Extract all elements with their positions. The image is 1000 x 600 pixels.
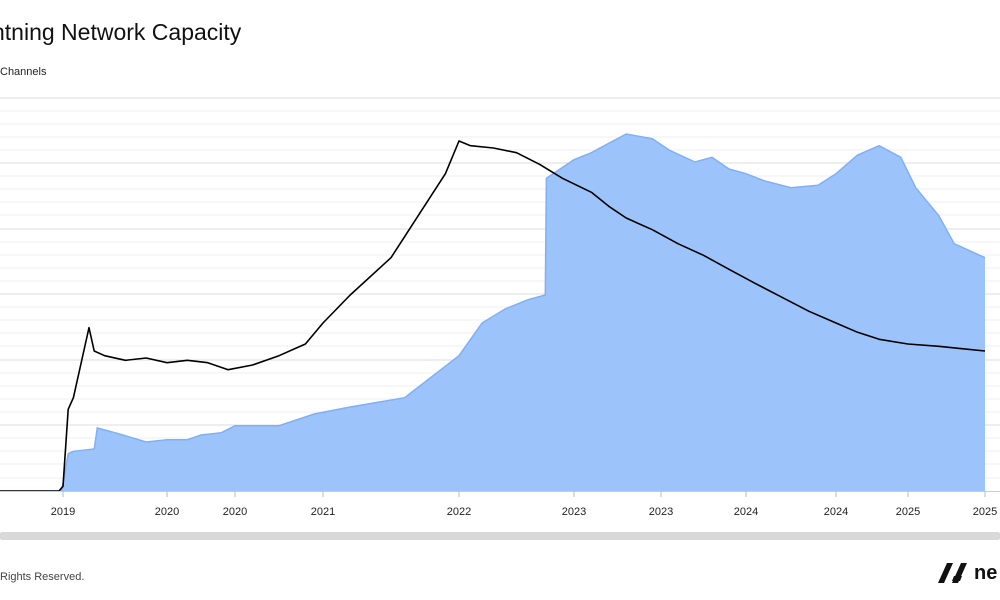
chart: 2019 2020 2020 2021 2022 2023 2023 2024 2024 2025… [0, 97, 1000, 518]
footer-copyright: Rights Reserved. [0, 571, 85, 583]
x-tick-label: 2020 [155, 506, 179, 518]
x-tick-label: 2022 [447, 506, 471, 518]
x-tick-label: 2025 [973, 506, 997, 518]
chart-title: ntning Network Capacity [0, 19, 242, 45]
capacity-area [0, 134, 985, 491]
x-tick-label: 2024 [734, 506, 758, 518]
x-tick-label: 2021 [311, 506, 335, 518]
brand-logo: ne [938, 563, 997, 583]
x-axis-ticks: 2019 2020 2020 2021 2022 2023 2023 2024 2024 2025… [51, 491, 997, 518]
channels-line [0, 140, 986, 492]
x-tick-label: 2019 [51, 506, 75, 518]
brand-logo-text: ne [974, 562, 998, 584]
capacity-area-edge [0, 133, 986, 492]
x-tick-label: 2020 [223, 506, 247, 518]
horizontal-scrollbar[interactable] [0, 532, 1000, 540]
x-tick-label: 2024 [824, 506, 848, 518]
brand-logo-mark-icon [938, 563, 967, 583]
x-tick-label: 2025 [896, 506, 920, 518]
x-tick-label: 2023 [562, 506, 586, 518]
x-tick-label: 2023 [649, 506, 673, 518]
legend-label-channels: Channels [0, 66, 47, 78]
